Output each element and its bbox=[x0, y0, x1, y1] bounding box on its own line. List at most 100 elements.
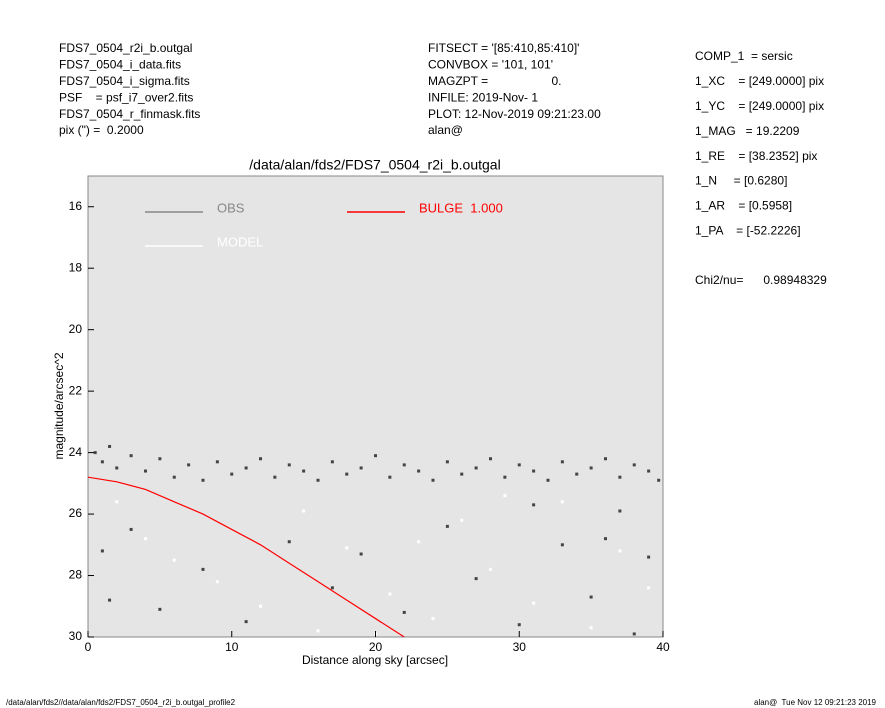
point bbox=[144, 537, 147, 541]
point bbox=[374, 454, 377, 458]
point bbox=[489, 567, 492, 571]
x-tick-label: 40 bbox=[656, 640, 670, 654]
point bbox=[158, 607, 162, 611]
point bbox=[259, 604, 262, 608]
point bbox=[93, 451, 97, 455]
point bbox=[302, 469, 306, 473]
header-right: 1_AR = [0.5958] bbox=[695, 199, 792, 213]
point bbox=[657, 478, 661, 482]
point bbox=[115, 500, 119, 504]
point bbox=[330, 460, 334, 464]
point bbox=[108, 598, 112, 602]
point bbox=[517, 623, 521, 627]
point bbox=[618, 509, 622, 513]
point bbox=[359, 552, 363, 556]
point bbox=[632, 463, 636, 467]
point bbox=[144, 469, 147, 473]
chart-title: /data/alan/fds2/FDS7_0504_r2i_b.outgal bbox=[249, 157, 500, 173]
x-tick-label: 30 bbox=[513, 640, 527, 654]
point bbox=[532, 503, 536, 507]
point bbox=[244, 620, 248, 624]
point bbox=[560, 460, 564, 464]
point bbox=[402, 463, 406, 467]
chi2: Chi2/nu= 0.98948329 bbox=[695, 273, 827, 287]
header-left: pix (") = 0.2000 bbox=[59, 123, 144, 137]
point bbox=[604, 457, 607, 461]
point bbox=[532, 601, 536, 605]
point bbox=[589, 595, 593, 599]
point bbox=[445, 460, 449, 464]
y-tick-label: 26 bbox=[69, 506, 83, 520]
point bbox=[215, 580, 219, 584]
point bbox=[503, 494, 507, 498]
point bbox=[259, 457, 262, 461]
header-left: FDS7_0504_i_data.fits bbox=[59, 58, 181, 72]
header-middle: FITSECT = '[85:410,85:410]' bbox=[428, 41, 579, 55]
point bbox=[100, 549, 104, 553]
footer-left: /data/alan/fds2//data/alan/fds2/FDS7_050… bbox=[6, 698, 236, 707]
point bbox=[230, 472, 234, 476]
point bbox=[345, 546, 349, 550]
header-left: FDS7_0504_r_finmask.fits bbox=[59, 107, 200, 121]
legend-label: OBS bbox=[217, 200, 245, 215]
point bbox=[215, 460, 219, 464]
y-tick-label: 28 bbox=[69, 568, 83, 582]
point bbox=[460, 518, 464, 522]
plot-area bbox=[87, 175, 664, 638]
header-right: 1_PA = [-52.2226] bbox=[695, 223, 801, 237]
point bbox=[575, 472, 579, 476]
y-tick-label: 30 bbox=[69, 629, 83, 643]
point bbox=[359, 466, 363, 470]
header-left: FDS7_0504_i_sigma.fits bbox=[59, 74, 190, 88]
header-right: COMP_1 = sersic bbox=[695, 49, 793, 63]
point bbox=[589, 626, 593, 630]
point bbox=[287, 540, 291, 544]
header-right: 1_RE = [38.2352] pix bbox=[695, 149, 817, 163]
y-tick-label: 16 bbox=[69, 199, 83, 213]
point bbox=[129, 527, 133, 531]
point bbox=[431, 617, 435, 621]
point bbox=[632, 632, 636, 636]
y-tick-label: 22 bbox=[69, 383, 83, 397]
point bbox=[445, 524, 449, 528]
point bbox=[589, 466, 593, 470]
point bbox=[302, 509, 306, 513]
header-right: 1_YC = [249.0000] pix bbox=[695, 99, 824, 113]
point bbox=[115, 466, 119, 470]
header-middle: alan@ bbox=[428, 123, 463, 137]
y-axis-label: magnitude/arcsec^2 bbox=[52, 352, 66, 459]
point bbox=[345, 472, 349, 476]
point bbox=[273, 475, 277, 479]
header-right: 1_MAG = 19.2209 bbox=[695, 124, 800, 138]
legend-label: MODEL bbox=[217, 234, 263, 249]
point bbox=[489, 457, 492, 461]
point bbox=[560, 500, 564, 504]
point bbox=[388, 592, 392, 596]
point bbox=[201, 567, 205, 571]
header-middle: INFILE: 2019-Nov- 1 bbox=[428, 90, 538, 104]
point bbox=[330, 586, 334, 590]
point bbox=[417, 469, 421, 473]
header-left: FDS7_0504_r2i_b.outgal bbox=[59, 41, 192, 55]
point bbox=[532, 469, 536, 473]
point bbox=[618, 475, 622, 479]
point bbox=[108, 444, 112, 448]
header-middle: CONVBOX = '101, 101' bbox=[428, 58, 553, 72]
point bbox=[647, 555, 651, 559]
point bbox=[402, 610, 406, 614]
header-left: PSF = psf_i7_over2.fits bbox=[59, 90, 193, 104]
point bbox=[187, 463, 191, 467]
point bbox=[517, 463, 521, 467]
point bbox=[546, 478, 550, 482]
x-axis-label: Distance along sky [arcsec] bbox=[302, 653, 448, 667]
legend-label: BULGE 1.000 bbox=[419, 200, 503, 215]
header-middle: PLOT: 12-Nov-2019 09:21:23.00 bbox=[428, 107, 601, 121]
header-right: 1_XC = [249.0000] pix bbox=[695, 74, 824, 88]
point bbox=[316, 478, 320, 482]
point bbox=[158, 457, 162, 461]
x-tick-label: 20 bbox=[369, 640, 383, 654]
point bbox=[172, 475, 176, 479]
point bbox=[287, 463, 291, 467]
point bbox=[560, 543, 564, 547]
